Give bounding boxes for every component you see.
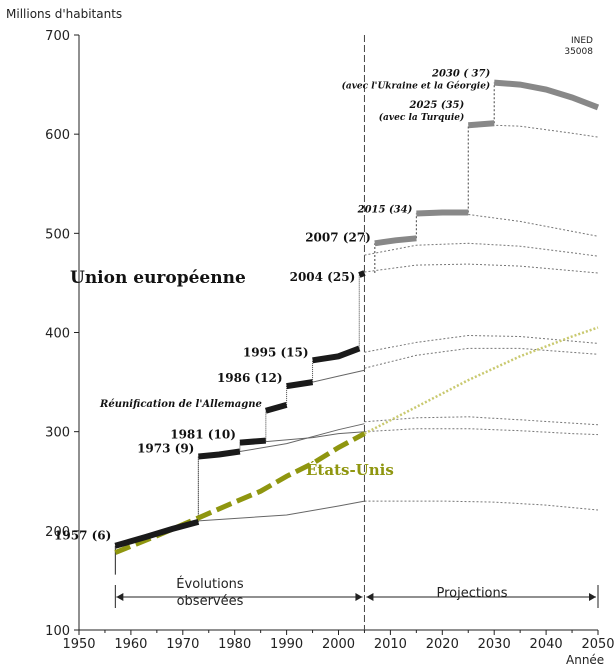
observed-label-line2: observées — [177, 594, 244, 609]
thin-projected-line — [364, 263, 599, 274]
thin-projected-line — [364, 347, 599, 369]
y-tick-label: 500 — [45, 227, 70, 242]
eu-observed-segment — [198, 448, 241, 460]
y-tick-label: 100 — [45, 624, 70, 639]
y-tick-label: 200 — [45, 525, 70, 540]
y-tick-label: 300 — [45, 426, 70, 441]
x-tick-label: 2020 — [426, 637, 459, 652]
thin-observed-line — [312, 369, 365, 383]
source-tag-line1: INED — [571, 36, 593, 46]
eu-projected-segment — [416, 209, 469, 217]
x-tick-label: 2030 — [478, 637, 511, 652]
step-annotation: (avec la Turquie) — [379, 112, 464, 123]
eu-projected-segment — [468, 120, 495, 129]
eu-observed-segment — [114, 519, 200, 549]
thin-projected-line — [364, 428, 599, 436]
thin-projected-line — [364, 242, 599, 257]
x-tick-label: 1950 — [62, 637, 95, 652]
step-label: 1981 (10) — [170, 428, 236, 442]
arrow-right-observed — [355, 593, 363, 601]
eu-observed-segment — [286, 379, 314, 390]
eu-projected-segment — [374, 235, 417, 247]
step-annotation: (avec l'Ukraine et la Géorgie) — [342, 81, 491, 92]
y-tick-label: 700 — [45, 29, 70, 44]
x-tick-label: 1990 — [270, 637, 303, 652]
step-label: 2007 (27) — [305, 230, 371, 244]
arrow-right-projected — [589, 593, 596, 601]
x-tick-label: 1980 — [218, 637, 251, 652]
projections-label: Projections — [436, 586, 507, 601]
axes: 100 200 300 400 500 600 700 1950 1960 1970 1980 199… — [45, 29, 614, 652]
thin-projected-line — [364, 334, 599, 353]
us-label: États-Unis — [306, 461, 394, 479]
step-connectors — [114, 82, 495, 575]
arrow-left-projected — [366, 593, 374, 601]
x-tick-label: 2040 — [530, 637, 563, 652]
thin-projected-line — [364, 500, 599, 511]
x-axis-title: Année — [566, 653, 604, 667]
step-label: 2025 (35) — [409, 100, 465, 111]
eu-projected-segment — [493, 79, 600, 111]
step-label: 2004 (25) — [290, 270, 356, 284]
step-label: 1957 (6) — [54, 529, 111, 543]
thin-observed-line — [239, 423, 365, 452]
step-label: 1986 (12) — [217, 371, 283, 385]
eu-label: Union européenne — [70, 268, 246, 288]
x-tick-label: 1970 — [166, 637, 199, 652]
thin-projected-line — [416, 212, 599, 237]
step-label: 2015 (34) — [357, 205, 413, 216]
x-tick-label: 1960 — [114, 637, 147, 652]
step-label: Réunification de l'Allemagne — [99, 399, 262, 410]
thin-observed-line — [265, 431, 365, 443]
observed-label-line1: Évolutions — [176, 576, 244, 592]
series-labels: 1957 (6) 1973 (9)1981 (10) Réunification d… — [54, 69, 490, 543]
us-projected-line — [363, 326, 599, 435]
x-tick-label: 2050 — [581, 637, 614, 652]
x-tick-label: 2010 — [374, 637, 407, 652]
eu-observed-segment — [264, 402, 288, 414]
thin-observed-line — [198, 500, 365, 522]
eu-observed-segment — [312, 345, 361, 364]
eu-series — [114, 79, 600, 549]
step-label: 1973 (9) — [137, 441, 194, 455]
x-tick-label: 2000 — [322, 637, 355, 652]
y-tick-label: 600 — [45, 128, 70, 143]
y-tick-label: 400 — [45, 327, 70, 342]
source-tag-line2: 35008 — [564, 47, 593, 57]
y-axis-title: Millions d'habitants — [6, 7, 122, 21]
arrow-left-observed — [116, 593, 124, 601]
eu-observed-segment — [239, 437, 267, 446]
step-label: 2030 ( 37) — [431, 69, 490, 80]
eu-observed-segment — [358, 270, 366, 278]
thin-reference-lines — [198, 123, 599, 522]
step-label: 1995 (15) — [243, 345, 309, 359]
thin-projected-line — [364, 416, 599, 426]
